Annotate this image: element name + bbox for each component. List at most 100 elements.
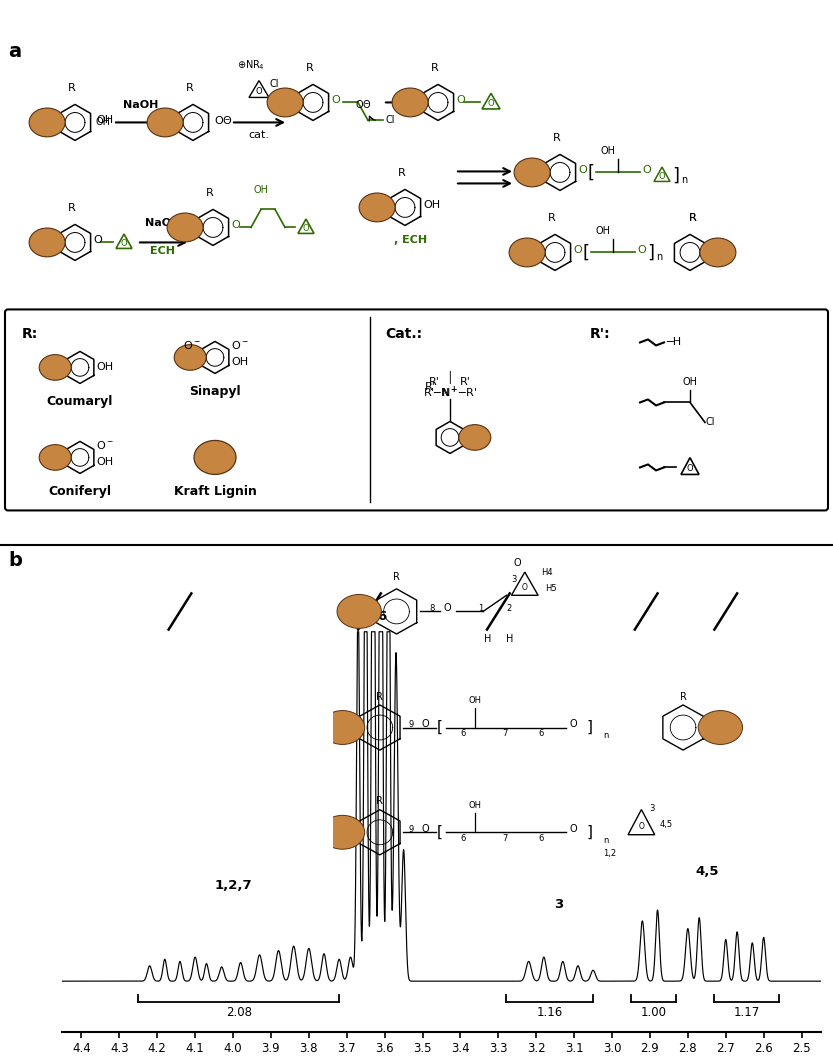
Text: R: R	[680, 692, 686, 701]
Text: R: R	[689, 213, 697, 223]
Text: 6: 6	[377, 610, 387, 623]
Text: $\oplus$NR$_4$: $\oplus$NR$_4$	[237, 58, 265, 72]
Text: n: n	[681, 176, 687, 185]
Text: O$\Theta$: O$\Theta$	[214, 114, 233, 127]
Text: H5: H5	[545, 584, 556, 594]
Ellipse shape	[29, 108, 65, 136]
Text: 1,2,7: 1,2,7	[214, 879, 252, 893]
Text: R': R'	[425, 382, 436, 393]
Text: R':: R':	[590, 327, 611, 342]
Text: [: [	[436, 825, 442, 840]
Text: OH: OH	[96, 117, 111, 127]
Text: Sinapyl: Sinapyl	[189, 385, 241, 399]
Ellipse shape	[39, 354, 71, 380]
Text: 4,5: 4,5	[695, 865, 719, 878]
Text: ─H: ─H	[666, 338, 681, 347]
Text: 9: 9	[408, 824, 413, 834]
Text: OH: OH	[468, 696, 481, 705]
Text: O$^-$: O$^-$	[182, 340, 201, 351]
Ellipse shape	[337, 595, 382, 628]
Text: 6: 6	[461, 729, 466, 738]
Text: O: O	[578, 165, 586, 176]
Text: NaOH: NaOH	[123, 101, 159, 110]
Text: R: R	[398, 168, 406, 178]
Text: H4: H4	[541, 568, 553, 578]
Text: O: O	[421, 824, 429, 834]
Text: 2: 2	[506, 604, 511, 613]
Ellipse shape	[167, 213, 203, 242]
Text: 7: 7	[502, 729, 507, 738]
Text: R:: R:	[22, 327, 38, 342]
Text: R: R	[431, 62, 439, 73]
Ellipse shape	[700, 238, 736, 267]
Ellipse shape	[267, 88, 303, 116]
Text: OH: OH	[96, 457, 113, 468]
Text: R: R	[393, 572, 400, 582]
Text: ]: ]	[672, 166, 679, 184]
Text: │: │	[446, 371, 453, 384]
Text: n: n	[603, 836, 608, 845]
Text: ]: ]	[586, 825, 592, 840]
Ellipse shape	[321, 711, 365, 745]
Text: ]: ]	[586, 720, 592, 735]
Ellipse shape	[147, 108, 183, 136]
Text: 3: 3	[554, 898, 564, 911]
Text: O: O	[121, 239, 127, 249]
Text: R': R'	[460, 378, 471, 387]
Text: Cl: Cl	[270, 79, 280, 90]
Text: H: H	[485, 634, 491, 644]
Ellipse shape	[29, 229, 65, 257]
Text: Coniferyl: Coniferyl	[48, 486, 112, 498]
Text: O: O	[570, 824, 577, 834]
Text: 1.16: 1.16	[536, 1006, 562, 1019]
Text: O: O	[570, 719, 577, 729]
Text: R: R	[548, 213, 556, 223]
Text: 6: 6	[539, 835, 544, 843]
Text: n: n	[656, 253, 662, 262]
Text: R: R	[377, 797, 383, 806]
Text: , ECH: , ECH	[395, 236, 427, 245]
Text: R: R	[306, 62, 314, 73]
Text: 7: 7	[502, 835, 507, 843]
Text: O: O	[456, 95, 465, 106]
Text: O: O	[331, 95, 340, 106]
Text: 1,2: 1,2	[603, 849, 616, 858]
Text: H: H	[506, 634, 513, 644]
Text: R'─N$^+$─R': R'─N$^+$─R'	[423, 385, 477, 400]
Text: O: O	[302, 224, 309, 233]
Text: [: [	[583, 243, 590, 261]
Text: 9: 9	[408, 719, 413, 729]
Ellipse shape	[359, 193, 395, 222]
Text: 1.17: 1.17	[734, 1006, 760, 1019]
Text: O: O	[513, 558, 521, 568]
Text: N$^+$: N$^+$	[441, 385, 459, 400]
Text: b: b	[8, 551, 22, 570]
Text: OH: OH	[96, 115, 113, 126]
Text: O: O	[638, 822, 645, 831]
Text: R: R	[689, 213, 697, 223]
Ellipse shape	[514, 158, 550, 187]
Text: O: O	[573, 245, 581, 255]
Text: Coumaryl: Coumaryl	[47, 396, 113, 408]
Text: R: R	[186, 83, 194, 93]
Text: 8: 8	[430, 604, 435, 613]
Text: n: n	[603, 731, 608, 740]
Ellipse shape	[194, 440, 236, 474]
Ellipse shape	[392, 88, 428, 116]
Text: Cl: Cl	[386, 115, 396, 126]
Text: 6: 6	[539, 729, 544, 738]
Text: OH: OH	[423, 200, 440, 211]
Text: R': R'	[429, 378, 440, 387]
Text: Cl: Cl	[706, 418, 716, 427]
Text: cat.: cat.	[248, 130, 270, 141]
Text: O: O	[637, 245, 646, 255]
Text: [: [	[588, 163, 595, 181]
Text: 1.00: 1.00	[641, 1006, 666, 1019]
Text: O: O	[659, 172, 666, 181]
Text: R: R	[68, 83, 76, 93]
Ellipse shape	[509, 238, 545, 267]
Text: O: O	[443, 603, 451, 614]
Text: OH: OH	[96, 363, 113, 372]
Text: O: O	[256, 88, 262, 96]
Text: R: R	[553, 132, 561, 143]
